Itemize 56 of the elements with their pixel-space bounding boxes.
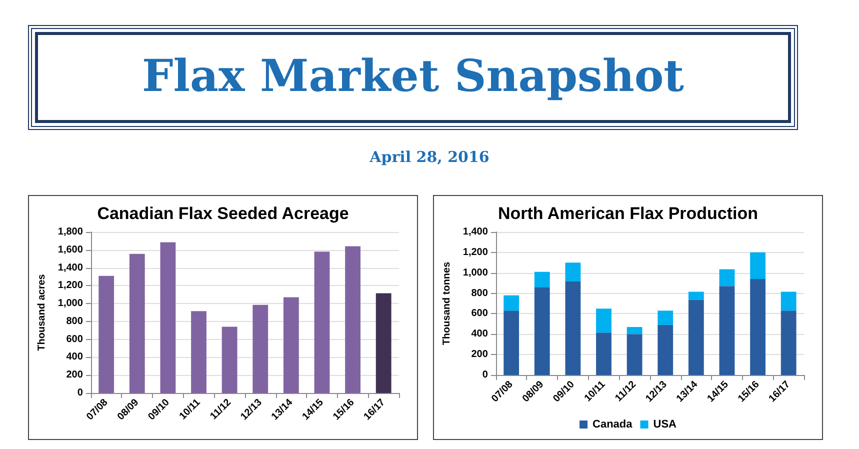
y-axis-title: Thousand tonnes — [442, 261, 452, 346]
bar — [626, 334, 642, 375]
bar — [98, 276, 114, 393]
legend-label: Canada — [592, 418, 634, 430]
y-tick-label: 400 — [471, 328, 488, 340]
bar — [596, 332, 612, 375]
bar — [376, 293, 392, 393]
bar — [596, 308, 612, 333]
bar — [283, 297, 299, 393]
bar — [626, 326, 642, 334]
bar — [191, 311, 206, 393]
bar — [719, 269, 735, 286]
bar — [504, 310, 520, 375]
chart-title: Canadian Flax Seeded Acreage — [97, 204, 349, 223]
bar — [534, 287, 550, 375]
bar — [129, 254, 145, 393]
bar — [534, 272, 550, 288]
y-tick-label: 200 — [471, 349, 488, 360]
bar — [314, 252, 330, 393]
bar — [565, 282, 581, 375]
y-tick-label: 1,000 — [58, 298, 84, 310]
bar — [345, 246, 360, 393]
bar — [688, 292, 704, 300]
bar — [750, 278, 766, 375]
y-tick-label: 1,600 — [58, 244, 84, 256]
y-tick-label: 1,200 — [462, 246, 488, 258]
bar — [780, 310, 796, 375]
bar — [222, 326, 238, 393]
y-axis-title: Thousand acres — [36, 274, 48, 351]
bar — [658, 310, 674, 325]
y-tick-label: 1,200 — [58, 280, 84, 292]
y-tick-label: 400 — [66, 352, 84, 363]
y-tick-label: 200 — [66, 370, 84, 381]
bar — [780, 292, 796, 311]
y-tick-label: 800 — [471, 288, 488, 299]
y-tick-label: 1,800 — [58, 226, 84, 238]
bar — [658, 324, 674, 375]
bar — [504, 295, 520, 311]
legend-label: USA — [653, 418, 677, 430]
bar — [750, 252, 766, 279]
text: April 28, 2016 — [368, 148, 490, 166]
y-tick-label: 1,400 — [462, 226, 488, 238]
y-tick-label: 0 — [482, 370, 488, 380]
y-tick-label: 0 — [77, 388, 84, 398]
y-tick-label: 600 — [471, 308, 488, 320]
y-tick-label: 1,400 — [58, 262, 84, 274]
bar — [565, 262, 581, 282]
y-tick-label: 800 — [66, 316, 84, 327]
y-tick-label: 1,000 — [462, 267, 488, 278]
bar — [719, 286, 735, 375]
bar — [688, 300, 704, 375]
bar — [252, 304, 268, 393]
chart-title: North American Flax Production — [498, 204, 758, 223]
text: Flax Market Snapshot — [140, 51, 685, 102]
bar — [160, 242, 176, 393]
y-tick-label: 600 — [66, 334, 84, 345]
